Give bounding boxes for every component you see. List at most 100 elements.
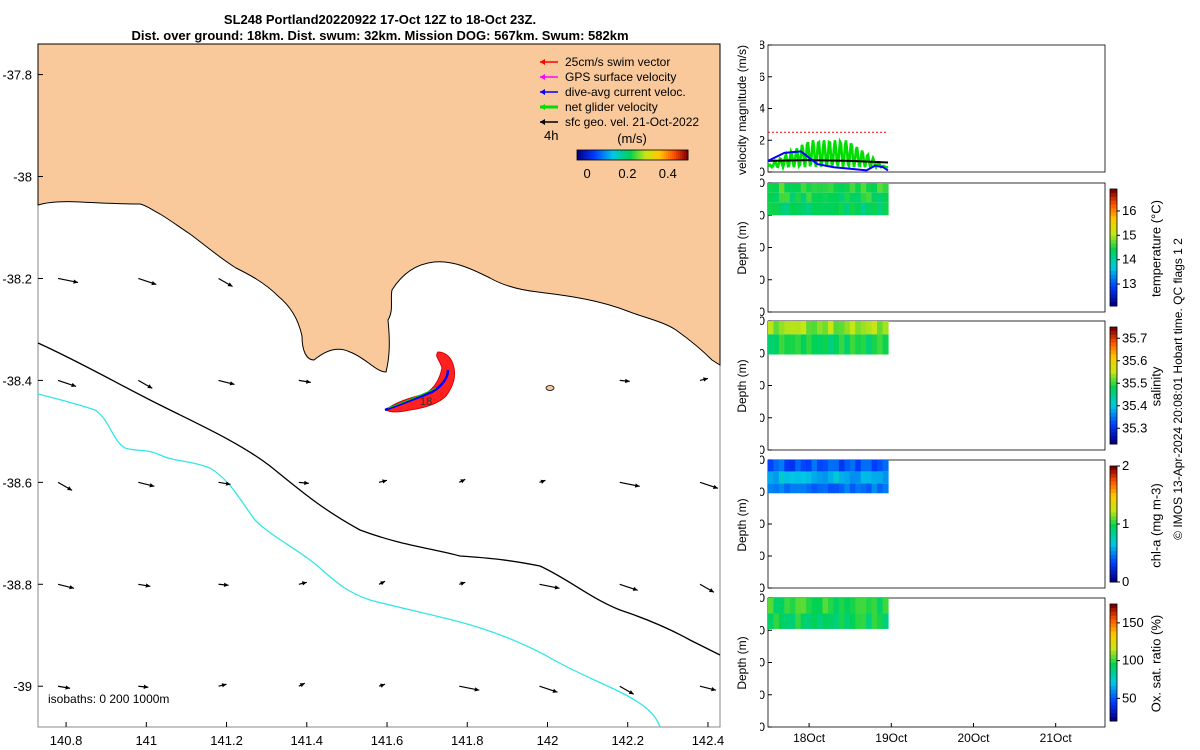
profile-cell	[833, 334, 840, 355]
colorbar-segment	[1110, 558, 1117, 564]
profile-cell	[800, 471, 807, 484]
colorbar-segment	[1110, 709, 1117, 714]
colorbar-time-label: 4h	[544, 128, 558, 143]
map-colorbar-cell	[681, 150, 685, 160]
profile-cell	[838, 613, 845, 629]
profile-cell	[795, 183, 802, 193]
profile-cell	[833, 202, 840, 216]
profile-cell	[822, 598, 829, 614]
sfc-geo-arrowhead	[703, 377, 708, 382]
profile-cell	[866, 202, 873, 216]
colorbar-segment	[1110, 643, 1117, 648]
profile-ytick-label: 200	[760, 305, 765, 319]
colorbar-segment	[1110, 432, 1117, 437]
velocity-ytick-label: 0.4	[760, 102, 765, 116]
colorbar-segment	[1110, 263, 1117, 268]
profile-ytick-label: 0	[760, 176, 765, 190]
profile-cell	[838, 183, 845, 193]
map-ytick-label: -38.2	[2, 271, 32, 286]
profile-cell	[784, 192, 791, 203]
profile-cell	[795, 334, 802, 355]
colorbar-segment	[1110, 412, 1117, 418]
colorbar-segment	[1110, 200, 1117, 206]
map-colorbar-cell	[609, 150, 612, 160]
profile-cell	[789, 192, 796, 203]
profile-cell	[838, 202, 845, 216]
profile-cell	[811, 183, 818, 193]
profile-cell	[871, 334, 878, 355]
profile-cell	[773, 183, 780, 193]
profile-cell	[811, 321, 818, 335]
colorbar-segment	[1110, 504, 1117, 510]
profile-cell	[778, 334, 785, 355]
colorbar-segment	[1110, 294, 1117, 299]
sfc-geo-arrowhead	[73, 279, 79, 284]
map-colorbar-cell	[635, 150, 638, 160]
profile-cell	[882, 483, 889, 494]
profile-cell	[768, 471, 775, 484]
profile-cell	[806, 192, 813, 203]
profile-cell	[784, 471, 791, 484]
colorbar-segment	[1110, 619, 1117, 624]
profile-cell	[795, 471, 802, 484]
profile-cell	[768, 334, 775, 355]
colorbar-segment	[1110, 713, 1117, 718]
profile-cell	[882, 598, 889, 614]
sfc-geo-arrowhead	[225, 481, 231, 486]
colorbar-segment	[1110, 362, 1117, 367]
profile-cell	[866, 613, 873, 629]
map-colorbar-cell	[651, 150, 655, 160]
profile-cell	[773, 334, 780, 355]
profile-cell	[795, 613, 802, 629]
profile-cell	[817, 192, 824, 203]
colorbar-segment	[1110, 693, 1117, 699]
profile-cell	[860, 483, 867, 494]
colorbar-segment	[1110, 358, 1117, 363]
colorbar-segment	[1110, 574, 1117, 579]
colorbar-segment	[1110, 531, 1117, 537]
colorbar-tick-label: 13	[1122, 276, 1136, 291]
colorbar-segment	[1110, 327, 1117, 332]
glider-track	[384, 369, 450, 412]
colorbar-segment	[1110, 650, 1117, 656]
colorbar-segment	[1110, 420, 1117, 425]
profile-cell	[849, 483, 856, 494]
profile-cell	[806, 471, 813, 484]
colorbar-segment	[1110, 342, 1117, 347]
colorbar-segment	[1110, 196, 1117, 202]
profile-cell	[844, 334, 851, 355]
map-colorbar-cell	[627, 150, 630, 160]
colorbar-segment	[1110, 282, 1117, 287]
profile-cell	[822, 334, 829, 355]
map-colorbar-cell	[647, 150, 651, 160]
profile-cell	[838, 460, 845, 472]
colorbar-segment	[1110, 235, 1117, 241]
map-colorbar-cell	[581, 150, 584, 160]
colorbar-segment	[1110, 697, 1117, 702]
colorbar-segment	[1110, 658, 1117, 663]
profile-cell	[860, 192, 867, 203]
map-colorbar-cell	[623, 150, 626, 160]
profile-cell	[882, 460, 889, 472]
colorbar-segment	[1110, 338, 1117, 344]
profile-cell	[784, 202, 791, 216]
profile-cell	[877, 334, 884, 355]
profile-cell	[849, 321, 856, 335]
profile-cell	[784, 334, 791, 355]
colorbar-segment	[1110, 389, 1117, 394]
profile-cell	[784, 483, 791, 494]
profile-cell	[855, 321, 862, 335]
profile-cell	[822, 202, 829, 216]
colorbar-segment	[1110, 334, 1117, 340]
profile-cell	[828, 471, 835, 484]
colorbar-segment	[1110, 298, 1117, 303]
profile-cell	[866, 598, 873, 614]
colorbar-segment	[1110, 466, 1117, 471]
legend-arrowhead	[540, 59, 545, 65]
profile-cell	[877, 192, 884, 203]
profile-cell	[844, 460, 851, 472]
colorbar-segment	[1110, 346, 1117, 351]
profile-cell	[828, 460, 835, 472]
colorbar-segment	[1110, 192, 1117, 198]
profile-cell	[877, 460, 884, 472]
